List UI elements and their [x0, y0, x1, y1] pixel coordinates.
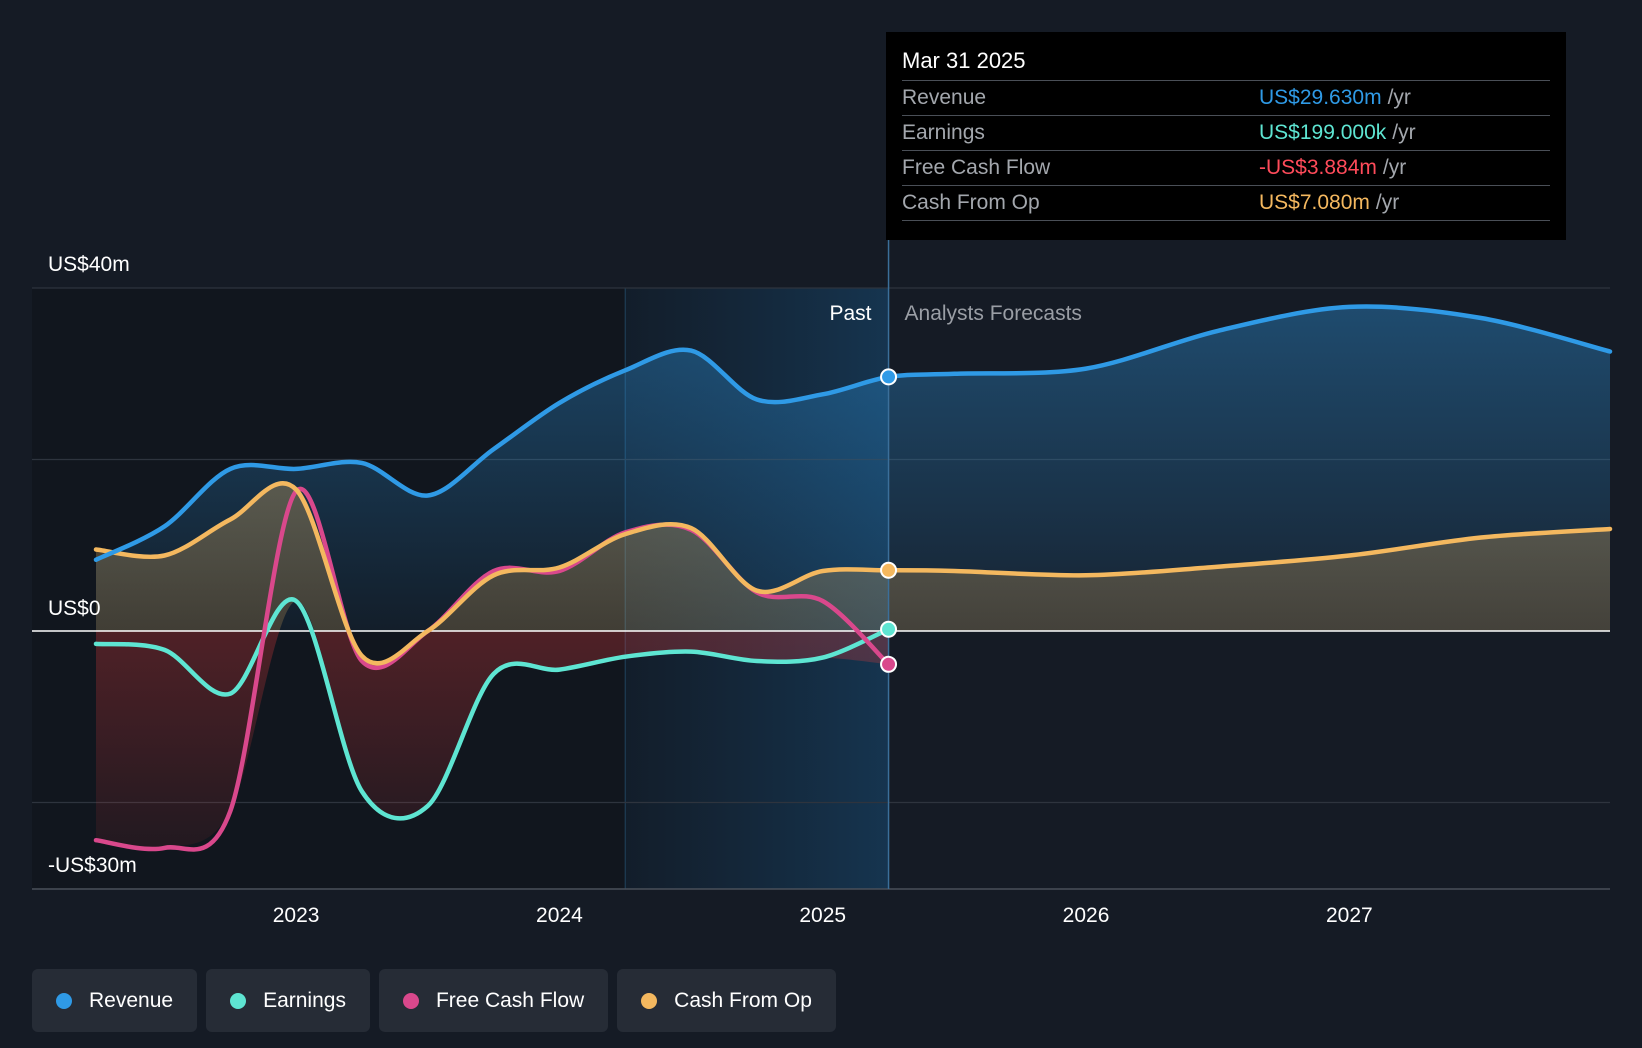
- x-tick-label: 2025: [799, 904, 846, 927]
- x-tick-label: 2027: [1326, 904, 1373, 927]
- tooltip-value: -US$3.884m: [1259, 156, 1377, 179]
- tooltip-value: US$7.080m: [1259, 191, 1370, 214]
- series-line-earnings: [93, 597, 891, 821]
- tooltip-label: Earnings: [902, 121, 985, 144]
- earnings-dot-icon: [230, 992, 247, 1009]
- forecast-label: Analysts Forecasts: [905, 302, 1082, 325]
- tooltip-label: Free Cash Flow: [902, 156, 1051, 179]
- legend-label: Cash From Op: [674, 988, 812, 1012]
- tooltip-label: Cash From Op: [902, 191, 1040, 214]
- tooltip-unit: /yr: [1382, 156, 1407, 179]
- legend-label: Free Cash Flow: [435, 988, 585, 1012]
- cashflow-positive-band: [96, 483, 1610, 631]
- tooltip-value: US$199.000k: [1259, 121, 1387, 144]
- x-tick-label: 2023: [273, 904, 320, 927]
- tooltip-row-free-cash-flow: Free Cash Flow -US$3.884m /yr: [902, 150, 1550, 185]
- tooltip-unit: /yr: [1375, 191, 1400, 214]
- x-axis-ticks: 2023 2024 2025 2026 2027: [273, 904, 1373, 927]
- cash-from-op-dot-icon: [641, 992, 658, 1009]
- tooltip-date: Mar 31 2025: [902, 48, 1026, 73]
- y-label-top: US$40m: [48, 253, 130, 276]
- series-line-cash-from-op: [93, 481, 1613, 666]
- series-point-revenue[interactable]: [880, 368, 898, 386]
- revenue-dot-icon: [56, 992, 72, 1009]
- series-point-cash-from-op[interactable]: [880, 561, 898, 579]
- legend-item-cash-from-op[interactable]: Cash From Op: [617, 969, 836, 1032]
- x-tick-label: 2026: [1063, 904, 1110, 927]
- x-tick-label: 2024: [536, 904, 583, 927]
- tooltip-unit: /yr: [1387, 86, 1411, 109]
- hover-tooltip: Mar 31 2025 Revenue US$29.630m /yr Earni…: [886, 32, 1566, 240]
- legend-label: Revenue: [89, 988, 174, 1012]
- y-label-bottom: -US$30m: [48, 854, 137, 877]
- tooltip-label: Revenue: [902, 86, 987, 109]
- series-point-free-cash-flow[interactable]: [880, 655, 898, 673]
- tooltip-value: US$29.630m: [1259, 86, 1382, 109]
- tooltip-row-revenue: Revenue US$29.630m /yr: [902, 80, 1550, 115]
- free-cash-flow-dot-icon: [402, 992, 419, 1009]
- legend-item-earnings[interactable]: Earnings: [206, 969, 370, 1032]
- tooltip-row-earnings: Earnings US$199.000k /yr: [902, 115, 1550, 150]
- tooltip-unit: /yr: [1392, 121, 1416, 144]
- past-label: Past: [830, 302, 872, 325]
- chart-legend: Revenue Earnings Free Cash Flow Cash Fro…: [32, 969, 836, 1032]
- legend-label: Earnings: [263, 988, 346, 1012]
- legend-item-revenue[interactable]: Revenue: [32, 969, 198, 1032]
- legend-item-free-cash-flow[interactable]: Free Cash Flow: [378, 969, 609, 1032]
- series-point-earnings[interactable]: [880, 620, 898, 638]
- series-line-revenue: [93, 304, 1613, 563]
- cashflow-negative-band: [96, 631, 1610, 849]
- y-label-zero: US$0: [48, 597, 101, 620]
- tooltip-row-cash-from-op: Cash From Op US$7.080m /yr: [902, 185, 1550, 221]
- revenue-area: [96, 306, 1610, 631]
